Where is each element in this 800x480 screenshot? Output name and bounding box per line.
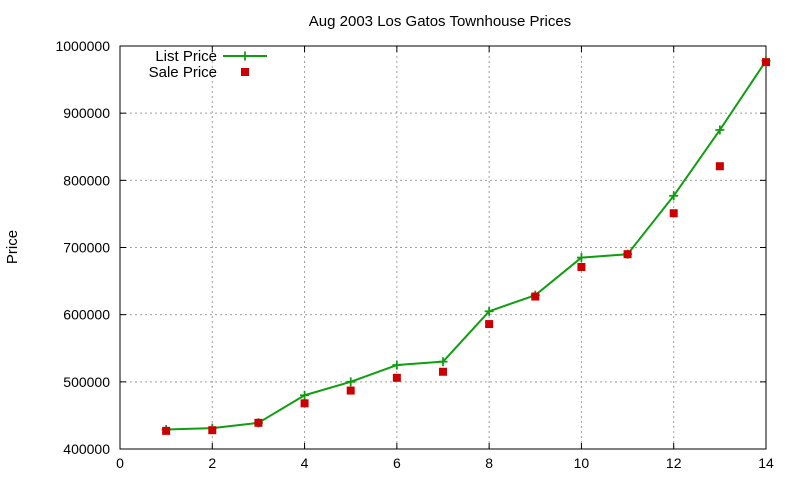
list-price-point (438, 357, 448, 367)
sale-price-series (162, 58, 770, 435)
y-tick-label: 700000 (63, 240, 110, 256)
x-tick-label: 10 (574, 455, 590, 471)
legend-marker (241, 68, 249, 76)
legend-label: List Price (155, 48, 217, 65)
x-tick-label: 0 (116, 455, 124, 471)
sale-price-point (300, 399, 309, 408)
list-price-point (484, 306, 494, 316)
list-price-point (346, 377, 356, 387)
y-tick-label: 1000000 (55, 38, 110, 54)
sale-price-point (762, 58, 770, 67)
list-price-point (576, 253, 586, 263)
y-axis-label: Price (4, 230, 21, 264)
list-price-point (392, 360, 402, 370)
sale-price-point (346, 386, 355, 395)
axes (119, 45, 767, 450)
y-tick-label: 500000 (63, 374, 110, 390)
sale-price-point (623, 250, 632, 259)
sale-price-point (254, 418, 263, 427)
sale-price-point (531, 292, 540, 301)
sale-price-point (485, 320, 494, 329)
x-tick-label: 8 (485, 455, 493, 471)
x-tick-label: 12 (666, 455, 682, 471)
sale-price-point (439, 367, 447, 376)
x-tick-label: 2 (208, 455, 216, 471)
sale-price-point (208, 426, 217, 435)
list-price-line (166, 60, 767, 431)
x-tick-label: 14 (758, 455, 774, 471)
legend-label: Sale Price (149, 64, 217, 81)
sale-price-point (669, 209, 678, 218)
chart-title: Aug 2003 Los Gatos Townhouse Prices (309, 13, 571, 30)
legend-item-sale-price: Sale Price (149, 64, 249, 81)
y-tick-label: 600000 (63, 307, 110, 323)
y-tick-label: 900000 (63, 105, 110, 121)
list-price-point (300, 390, 310, 400)
list-price-point (669, 191, 679, 201)
data-series (161, 56, 771, 435)
grid (120, 46, 766, 449)
sale-price-point (392, 373, 401, 382)
list-price-point (715, 125, 725, 135)
sale-price-point (577, 262, 586, 271)
legend-marker (240, 51, 250, 61)
x-tick-label: 6 (393, 455, 401, 471)
y-tick-label: 400000 (63, 441, 110, 457)
legend-item-list-price: List Price (155, 48, 267, 65)
x-tick-label: 4 (301, 455, 309, 471)
sale-price-point (715, 162, 724, 171)
y-tick-label: 800000 (63, 172, 110, 188)
tick-labels: 0 2 4 6 8 10 12 14 400000 500000 600000 700000 80000… (55, 38, 774, 471)
sale-price-point (162, 426, 171, 435)
